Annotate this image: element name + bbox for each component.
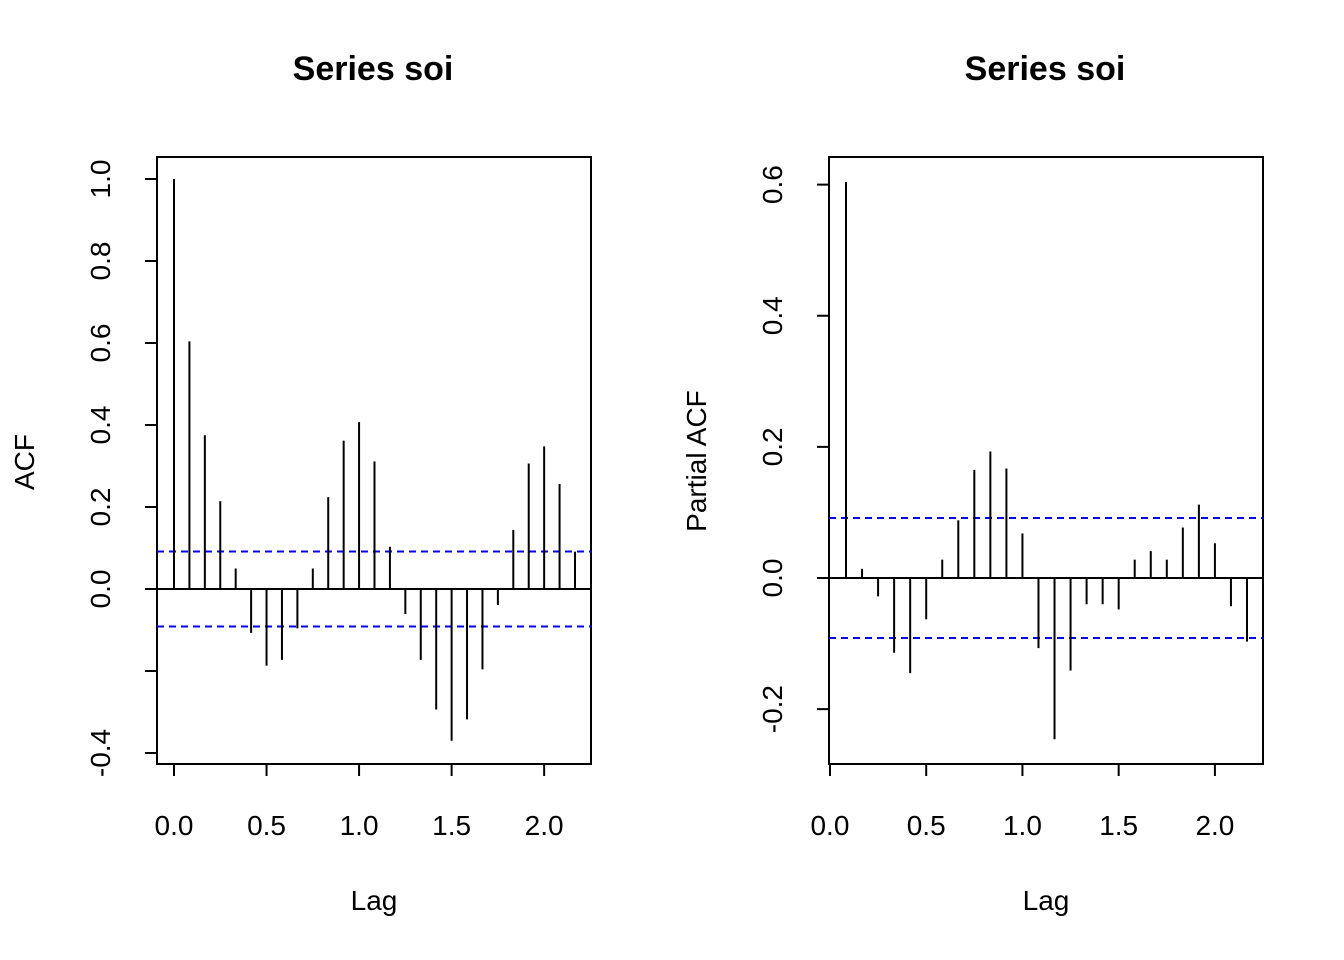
acf-x-axis-label: Lag <box>351 885 398 916</box>
pacf-x-tick-label: 2.0 <box>1195 810 1234 841</box>
acf-x-tick-label: 0.5 <box>247 810 286 841</box>
acf-y-tick-label: 0.8 <box>85 242 116 281</box>
pacf-y-tick-label: 0.6 <box>757 165 788 204</box>
acf-y-tick-label: 0.4 <box>85 406 116 445</box>
pacf-y-axis: -0.2 0.0 0.2 0.4 0.6 <box>757 165 830 733</box>
pacf-panel: Series soi Lag Partial ACF 0.0 0.5 1.0 1.5 2… <box>681 50 1264 916</box>
acf-y-tick-label: 0.2 <box>85 488 116 527</box>
acf-panel: Series soi Lag ACF 0.0 0.5 1.0 1.5 2.0 -0.4 0… <box>9 50 592 916</box>
pacf-x-tick-label: 0.5 <box>907 810 946 841</box>
acf-x-tick-label: 0.0 <box>155 810 194 841</box>
pacf-bars <box>829 182 1263 740</box>
acf-x-tick-label: 1.0 <box>340 810 379 841</box>
acf-bars <box>157 179 591 741</box>
acf-y-axis-label: ACF <box>9 434 40 490</box>
acf-x-axis: 0.0 0.5 1.0 1.5 2.0 <box>155 763 564 841</box>
acf-x-tick-label: 1.5 <box>432 810 471 841</box>
pacf-x-tick-label: 0.0 <box>810 810 849 841</box>
acf-y-tick-label: 0.6 <box>85 324 116 363</box>
pacf-y-tick-label: 0.2 <box>757 427 788 466</box>
pacf-y-tick-label: 0.4 <box>757 296 788 335</box>
acf-title: Series soi <box>293 50 454 88</box>
acf-plot-frame <box>156 156 592 765</box>
pacf-x-tick-label: 1.5 <box>1099 810 1138 841</box>
pacf-x-tick-label: 1.0 <box>1003 810 1042 841</box>
pacf-x-axis: 0.0 0.5 1.0 1.5 2.0 <box>810 763 1234 841</box>
acf-x-tick-label: 2.0 <box>525 810 564 841</box>
pacf-y-axis-label: Partial ACF <box>681 390 712 532</box>
pacf-plot-frame <box>828 156 1264 765</box>
pacf-y-tick-label: -0.2 <box>757 685 788 733</box>
acf-y-axis: -0.4 0.0 0.2 0.4 0.6 0.8 1.0 <box>85 160 158 777</box>
pacf-title: Series soi <box>965 50 1126 88</box>
acf-y-tick-label: 1.0 <box>85 160 116 199</box>
pacf-y-tick-label: 0.0 <box>757 559 788 598</box>
acf-y-tick-label: -0.4 <box>85 729 116 777</box>
acf-y-tick-label: 0.0 <box>85 570 116 609</box>
pacf-x-axis-label: Lag <box>1023 885 1070 916</box>
